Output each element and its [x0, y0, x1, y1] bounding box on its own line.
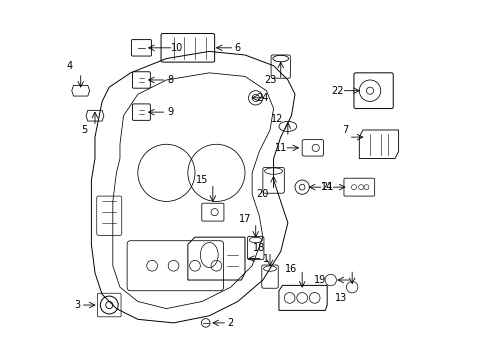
Text: 10: 10 — [171, 43, 183, 53]
Text: 24: 24 — [257, 93, 269, 103]
Text: 4: 4 — [67, 61, 73, 71]
Text: 1: 1 — [263, 253, 270, 264]
Text: 15: 15 — [196, 175, 208, 185]
Text: 16: 16 — [285, 264, 297, 274]
Text: 21: 21 — [321, 182, 333, 192]
Text: 7: 7 — [342, 125, 348, 135]
Text: 22: 22 — [332, 86, 344, 96]
Text: 3: 3 — [74, 300, 80, 310]
Text: 12: 12 — [271, 114, 283, 124]
Text: 13: 13 — [335, 293, 347, 303]
Text: 14: 14 — [321, 182, 333, 192]
Text: 17: 17 — [239, 214, 251, 224]
Text: 19: 19 — [314, 275, 326, 285]
Text: 6: 6 — [235, 43, 241, 53]
Text: 23: 23 — [264, 75, 276, 85]
Text: 2: 2 — [227, 318, 234, 328]
Text: 20: 20 — [257, 189, 269, 199]
Text: 18: 18 — [253, 243, 266, 253]
Text: 11: 11 — [274, 143, 287, 153]
Text: 9: 9 — [167, 107, 173, 117]
Text: 5: 5 — [81, 125, 87, 135]
Text: 8: 8 — [167, 75, 173, 85]
